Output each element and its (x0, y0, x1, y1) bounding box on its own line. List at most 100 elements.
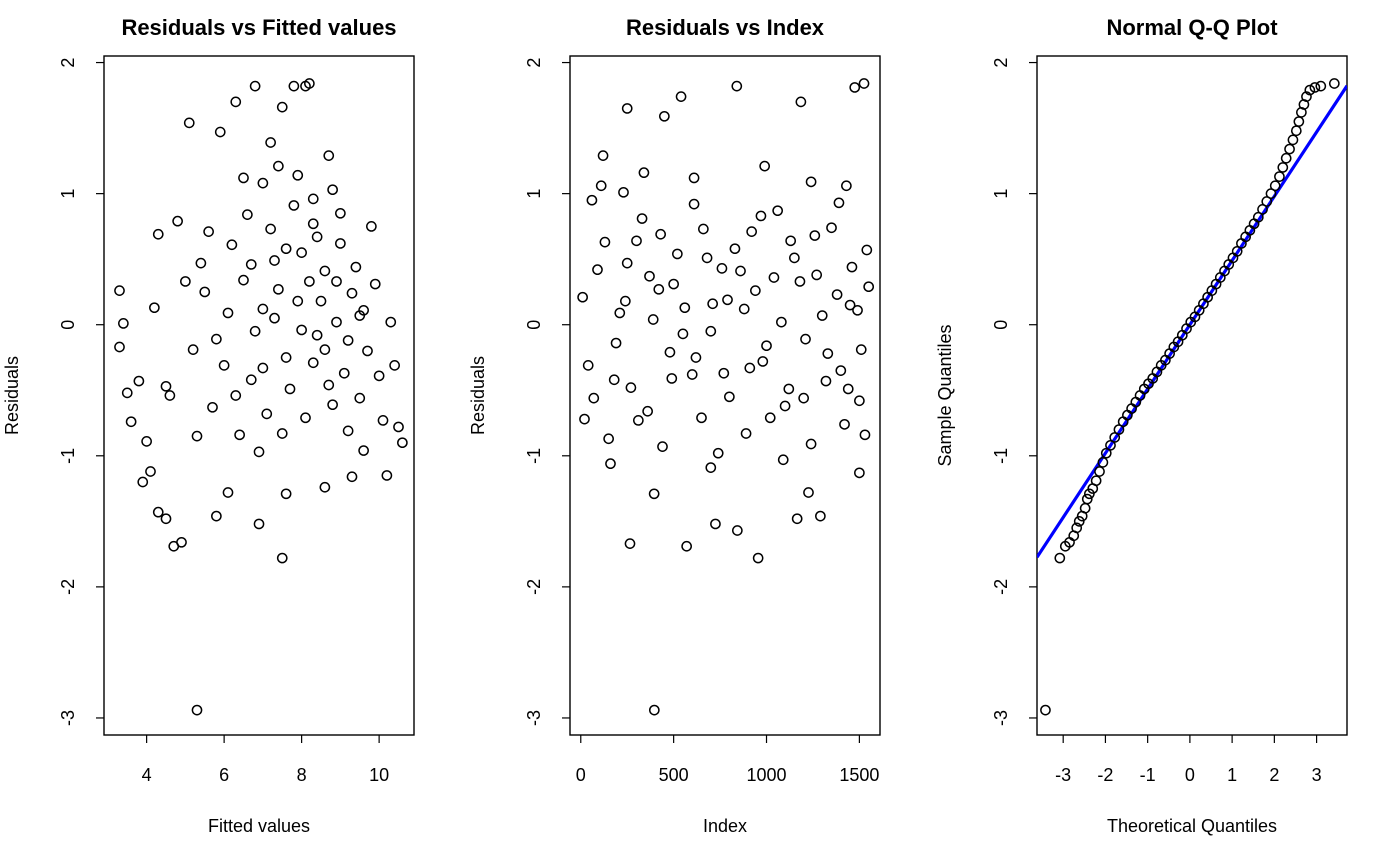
data-point (794, 276, 806, 287)
data-point (759, 160, 771, 172)
data-point (620, 295, 631, 307)
data-point (835, 365, 847, 376)
data-point (315, 295, 327, 307)
data-point (195, 257, 207, 269)
data-point (577, 291, 588, 303)
data-point (149, 302, 160, 314)
x-tick-label: -3 (1055, 765, 1071, 785)
data-point (677, 328, 689, 340)
data-point (603, 433, 614, 445)
y-tick-label: -1 (524, 448, 544, 464)
data-point (735, 265, 746, 277)
data-point (249, 80, 261, 92)
data-point (389, 360, 400, 371)
panel-title: Residuals vs Fitted values (121, 15, 396, 40)
data-point (718, 367, 730, 379)
data-point (1097, 457, 1109, 468)
data-point (805, 176, 817, 188)
y-tick-label: -1 (58, 448, 78, 464)
data-point (1287, 134, 1299, 146)
data-point (269, 312, 280, 324)
data-point (211, 333, 222, 345)
data-point (164, 390, 176, 401)
x-tick-label: -1 (1140, 765, 1156, 785)
data-point (608, 374, 620, 386)
data-point (785, 235, 797, 247)
data-point (304, 78, 315, 89)
data-point (307, 193, 319, 205)
data-point (791, 513, 803, 525)
x-tick-label: 0 (576, 765, 586, 785)
data-point (744, 362, 756, 374)
data-point (831, 289, 843, 300)
data-point (211, 510, 222, 522)
data-point (1094, 466, 1105, 477)
data-point (373, 370, 385, 382)
data-point (342, 425, 354, 437)
data-point (861, 244, 873, 256)
y-axis-label: Residuals (468, 356, 488, 435)
data-point (1269, 180, 1281, 192)
data-point (245, 259, 257, 270)
data-point (257, 177, 269, 189)
data-point (1081, 493, 1093, 505)
data-point (1328, 78, 1340, 89)
data-point (354, 392, 366, 404)
data-point (187, 344, 199, 355)
y-tick-label: 2 (58, 58, 78, 68)
data-point (826, 222, 837, 234)
data-point (222, 307, 234, 319)
data-point (335, 238, 346, 249)
data-point (657, 441, 668, 452)
normal-qq-panel: Normal Q-Q Plot Theoretical Quantiles Sa… (935, 15, 1348, 836)
data-point (257, 362, 269, 374)
data-point (707, 298, 718, 310)
data-point (1280, 152, 1292, 164)
data-point (592, 264, 603, 276)
data-point (610, 337, 622, 349)
data-point (288, 80, 300, 92)
data-point (160, 380, 172, 392)
x-tick-label: 8 (297, 765, 307, 785)
y-tick-label: 1 (58, 189, 78, 199)
data-point (1084, 488, 1095, 500)
data-point (820, 375, 832, 387)
x-tick-label: 1000 (746, 765, 786, 785)
data-point (776, 316, 787, 328)
data-point (234, 429, 245, 441)
data-point (152, 228, 164, 240)
data-point (307, 357, 319, 369)
x-tick-label: 3 (1312, 765, 1322, 785)
data-point (280, 243, 292, 255)
data-point (176, 536, 187, 548)
data-point (605, 458, 616, 470)
data-point (803, 487, 814, 498)
data-point (307, 218, 319, 230)
data-point (731, 80, 743, 92)
data-point (690, 352, 702, 363)
data-point (346, 287, 358, 299)
data-point (740, 428, 752, 439)
y-axis-label: Residuals (2, 356, 22, 435)
data-point (214, 126, 226, 138)
data-point (681, 540, 692, 552)
data-point (653, 283, 665, 295)
data-point (805, 438, 817, 450)
data-point (621, 257, 633, 269)
data-point (859, 429, 871, 441)
data-point (369, 278, 381, 290)
data-point (696, 412, 707, 424)
data-point (242, 209, 253, 220)
y-tick-label: 0 (58, 320, 78, 330)
data-point (1277, 162, 1289, 173)
data-point (385, 316, 397, 328)
data-point (789, 252, 800, 264)
data-point (648, 704, 660, 716)
data-point (854, 467, 865, 479)
data-point (863, 281, 875, 293)
data-point (121, 387, 133, 399)
data-point (798, 392, 810, 404)
x-axis-label: Fitted values (208, 816, 310, 836)
data-point (257, 303, 269, 315)
data-point (844, 299, 856, 311)
